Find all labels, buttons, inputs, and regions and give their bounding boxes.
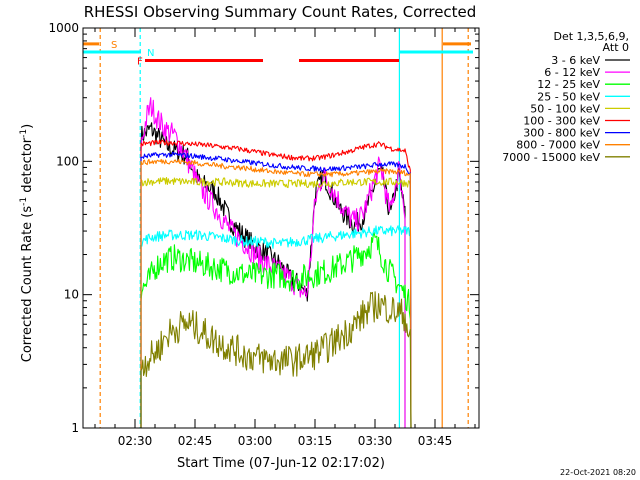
flag-label-S: S: [111, 40, 117, 51]
legend-label-7: 800 - 7000 keV: [516, 139, 600, 152]
legend-header-line1: Det 1,3,5,6,9,: [553, 30, 629, 43]
legend-label-3: 25 - 50 keV: [537, 90, 600, 103]
flag-label-F: F: [137, 57, 143, 68]
legend-label-4: 50 - 100 keV: [530, 102, 600, 115]
legend-label-8: 7000 - 15000 keV: [502, 151, 600, 164]
x-tick-label-03:30: 03:30: [358, 434, 393, 448]
y-tick-label-10: 10: [64, 288, 79, 302]
chart-title: RHESSI Observing Summary Count Rates, Co…: [84, 3, 477, 21]
series-line-6: [140, 151, 412, 429]
plot-lines: [99, 28, 469, 428]
plot-axes: 02:30 02:45 03:00 03:15 03:30 03:45 1 10 100 1000: [48, 21, 480, 448]
series-line-8: [140, 291, 412, 429]
series-line-5: [140, 139, 412, 429]
x-axis-label: Start Time (07-Jun-12 02:17:02): [177, 456, 385, 471]
plot-flags: S NF: [83, 40, 473, 68]
y-axis-label: Corrected Count Rate (s-1 detector-1): [19, 124, 35, 362]
legend-label-6: 300 - 800 keV: [523, 127, 600, 140]
series-line-7: [140, 158, 412, 429]
legend-label-5: 100 - 300 keV: [523, 115, 600, 128]
plot-frame: [82, 27, 480, 429]
x-tick-label-02:45: 02:45: [178, 434, 213, 448]
flag-label-N: N: [147, 48, 154, 59]
x-tick-label-02:30: 02:30: [118, 434, 153, 448]
plot-series: [140, 97, 412, 429]
x-tick-label-03:00: 03:00: [238, 434, 273, 448]
y-tick-label-1000: 1000: [48, 21, 79, 35]
series-line-3: [140, 225, 412, 429]
legend-label-2: 12 - 25 keV: [537, 78, 600, 91]
legend-header-line2: Att 0: [603, 41, 629, 54]
series-line-2: [140, 232, 412, 429]
y-tick-label-100: 100: [56, 154, 79, 168]
series-line-1: [140, 97, 406, 428]
footer-timestamp: 22-Oct-2021 08:20: [560, 468, 636, 477]
legend-label-0: 3 - 6 keV: [551, 54, 600, 67]
x-tick-label-03:15: 03:15: [298, 434, 333, 448]
y-tick-label-1: 1: [71, 421, 79, 435]
legend-label-1: 6 - 12 keV: [544, 66, 600, 79]
series-line-4: [140, 176, 412, 429]
x-tick-label-03:45: 03:45: [418, 434, 453, 448]
